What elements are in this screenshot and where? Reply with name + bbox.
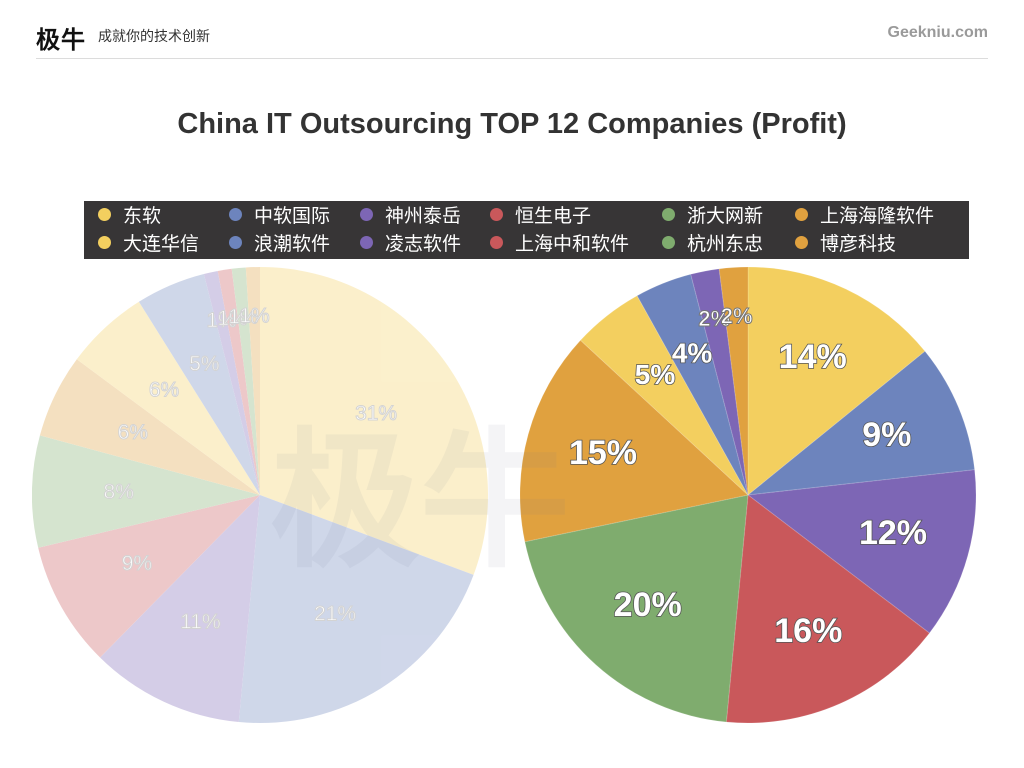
legend-swatch <box>662 208 675 221</box>
legend-item: 大连华信 <box>98 230 199 258</box>
pie-slice <box>245 267 260 495</box>
data-label: 11% <box>180 611 220 634</box>
chart-legend: 东软 中软国际 神州泰岳 恒生电子 浙大网新 上海海隆软件大连华信 浪潮软件 凌志软件 上海中和… <box>84 201 969 259</box>
legend-label: 东软 <box>123 205 162 227</box>
brand-slogan: 成就你的技术创新 <box>98 29 210 45</box>
data-label: 5% <box>635 359 676 390</box>
data-label: 6% <box>149 379 179 402</box>
legend-label: 浙大网新 <box>687 205 764 227</box>
data-label: 14% <box>779 338 847 376</box>
legend-label: 杭州东忠 <box>687 233 764 255</box>
legend-swatch <box>360 208 373 221</box>
data-label: 1% <box>239 305 269 328</box>
legend-swatch <box>662 236 675 249</box>
data-label: 15% <box>569 434 637 472</box>
legend-item: 浪潮软件 <box>229 230 330 258</box>
data-label: 1% <box>217 307 247 330</box>
legend-swatch <box>98 236 111 249</box>
legend-label: 恒生电子 <box>515 205 592 227</box>
pie-slice <box>32 435 260 548</box>
legend-label: 大连华信 <box>123 233 200 255</box>
legend-swatch <box>360 236 373 249</box>
site-url[interactable]: Geekniu.com <box>887 24 988 41</box>
data-label: 6% <box>118 421 148 444</box>
pie-slice <box>725 494 931 724</box>
legend-swatch <box>98 208 111 221</box>
pie-slice <box>690 268 749 496</box>
data-label: 4% <box>672 338 713 369</box>
pie-slice <box>746 469 977 634</box>
data-label: 1% <box>206 309 236 332</box>
legend-swatch <box>229 236 242 249</box>
data-label: 21% <box>314 602 356 625</box>
data-label: 2% <box>698 306 730 331</box>
chart-title: China IT Outsourcing TOP 12 Companies (P… <box>177 108 847 140</box>
brand-logo: 极牛 <box>36 26 86 54</box>
data-label: 5% <box>189 353 219 376</box>
pie-slice <box>519 339 750 543</box>
data-label: 20% <box>614 586 682 624</box>
legend-label: 凌志软件 <box>385 233 462 255</box>
pie-main: 14% 9% 12% 16% 20% 15% 5%4% 2%2% <box>519 266 977 724</box>
legend-swatch <box>795 236 808 249</box>
pie-slice <box>746 350 976 496</box>
watermark-char: 极牛 <box>270 415 571 589</box>
legend-item: 恒生电子 <box>490 202 591 230</box>
pie-slice <box>203 270 260 495</box>
pie-slice <box>260 267 489 575</box>
pie-slice <box>76 301 260 495</box>
legend-item: 浙大网新 <box>662 202 763 230</box>
pie-slice <box>238 495 474 724</box>
pie-slice <box>39 359 260 495</box>
pie-slice <box>231 267 260 495</box>
data-label: 16% <box>774 612 842 650</box>
pie-slice <box>138 274 260 495</box>
legend-label: 神州泰岳 <box>385 205 462 227</box>
legend-label: 上海中和软件 <box>515 233 630 255</box>
legend-label: 中软国际 <box>254 205 331 227</box>
legend-item: 上海海隆软件 <box>795 202 934 230</box>
data-label: 2% <box>721 303 753 328</box>
data-label: 31% <box>355 402 397 425</box>
data-label: 1% <box>228 305 258 328</box>
legend-swatch <box>795 208 808 221</box>
pie-slice <box>524 494 749 723</box>
header-divider <box>36 58 988 59</box>
legend-swatch <box>229 208 242 221</box>
pie-slice <box>38 495 261 658</box>
legend-item: 博彦科技 <box>795 230 896 258</box>
legend-label: 博彦科技 <box>820 233 897 255</box>
pie-slice <box>100 495 260 723</box>
legend-swatch <box>490 236 503 249</box>
legend-label: 浪潮软件 <box>254 233 331 255</box>
data-label: 9% <box>122 552 152 575</box>
legend-item: 杭州东忠 <box>662 230 763 258</box>
legend-swatch <box>490 208 503 221</box>
pie-slice <box>747 266 926 497</box>
legend-item: 上海中和软件 <box>490 230 629 258</box>
pie-slice <box>718 266 749 496</box>
pie-slice <box>579 295 749 496</box>
legend-item: 凌志软件 <box>360 230 461 258</box>
legend-item: 神州泰岳 <box>360 202 461 230</box>
pie-slice <box>217 268 260 495</box>
data-label: 8% <box>104 480 134 503</box>
pie-slice <box>636 273 749 496</box>
data-label: 9% <box>862 416 911 454</box>
header-bar: 极牛 成就你的技术创新 Geekniu.com <box>36 18 988 58</box>
pie-faded: 31% 21% 11% 9% 8% 6%6% 5% 1%1%1%1% <box>32 267 489 724</box>
legend-item: 中软国际 <box>229 202 330 230</box>
data-label: 12% <box>859 514 927 552</box>
legend-label: 上海海隆软件 <box>820 205 935 227</box>
legend-item: 东软 <box>98 202 161 230</box>
